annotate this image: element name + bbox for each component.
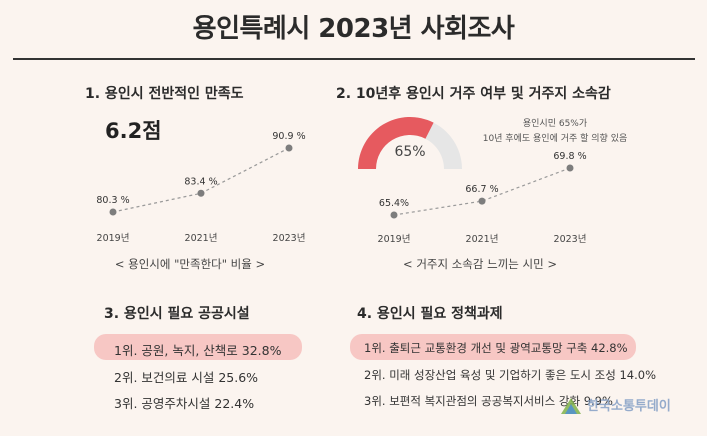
gauge-value-label: 65% [394, 144, 425, 160]
chart2-x-tick-0: 2019년 [378, 234, 411, 245]
section1-heading: 1. 용인시 전반적인 만족도 [85, 86, 244, 102]
residence-note-line2: 10년 후에도 용인에 거주 할 의향 있음 [482, 134, 628, 144]
facility-rank-3: 3위. 공영주차시설 22.4% [114, 396, 255, 411]
facility-rank-2: 2위. 보건의료 시설 25.6% [114, 370, 259, 385]
section1-caption: < 용인시에 "만족한다" 비율 > [114, 257, 266, 271]
chart2-point-2 [566, 164, 574, 172]
watermark-logo-icon [561, 397, 581, 414]
policy-rank-2: 2위. 미래 성장산업 육성 및 기업하기 좋은 도시 조성 14.0% [364, 368, 657, 382]
page-title: 용인특례시 2023년 사회조사 [192, 14, 515, 44]
watermark-text: 한국소통투데이 [587, 399, 671, 414]
policy-rank-3: 3위. 보편적 복지관점의 공공복지서비스 강화 9.9% [364, 394, 613, 408]
residence-note-line1: 용인시민 65%가 [522, 119, 588, 129]
gauge-fill [358, 117, 434, 169]
chart2-x-tick-1: 2021년 [466, 234, 499, 245]
residence-note: 용인시민 65%가 10년 후에도 용인에 거주 할 의향 있음 [465, 117, 645, 147]
chart2-point-0 [390, 211, 398, 219]
chart1-value-label-2: 90.9 % [272, 131, 305, 142]
policy-rank-1: 1위. 출퇴근 교통환경 개선 및 광역교통망 구축 42.8% [364, 341, 628, 355]
chart1-value-label-1: 83.4 % [184, 176, 217, 187]
chart1-x-tick-1: 2021년 [185, 233, 218, 244]
chart1-x-tick-0: 2019년 [97, 233, 130, 244]
chart1-point-2 [285, 144, 293, 152]
residence-intention-gauge: 65% [358, 117, 462, 169]
satisfaction-line-chart: 80.3 % 2019년 83.4 % 2021년 90.9 % 2023년 [96, 131, 306, 244]
section2-caption: < 거주지 소속감 느끼는 시민 > [403, 257, 557, 271]
chart1-value-label-0: 80.3 % [96, 195, 129, 206]
chart1-point-1 [197, 189, 205, 197]
section3-heading: 3. 용인시 필요 공공시설 [104, 306, 250, 322]
chart2-value-label-1: 66.7 % [465, 184, 498, 195]
section4-heading: 4. 용인시 필요 정책과제 [357, 306, 503, 322]
chart1-x-tick-2: 2023년 [273, 233, 306, 244]
chart2-value-label-2: 69.8 % [553, 152, 586, 162]
chart2-x-tick-2: 2023년 [554, 234, 587, 245]
satisfaction-score: 6.2점 [105, 119, 162, 143]
section4-top-highlight [350, 334, 636, 360]
section3-top-highlight [94, 334, 302, 360]
chart1-point-0 [109, 208, 117, 216]
chart2-point-1 [478, 197, 486, 205]
chart2-trend-line [393, 167, 571, 216]
chart2-value-label-0: 65.4% [379, 198, 409, 209]
facility-rank-1: 1위. 공원, 녹지, 산책로 32.8% [114, 343, 282, 358]
title-divider [13, 58, 695, 60]
belonging-line-chart: 65.4% 2019년 66.7 % 2021년 69.8 % 2023년 [378, 152, 587, 245]
watermark: 한국소통투데이 [560, 395, 671, 415]
section2-heading: 2. 10년후 용인시 거주 여부 및 거주지 소속감 [336, 86, 611, 102]
